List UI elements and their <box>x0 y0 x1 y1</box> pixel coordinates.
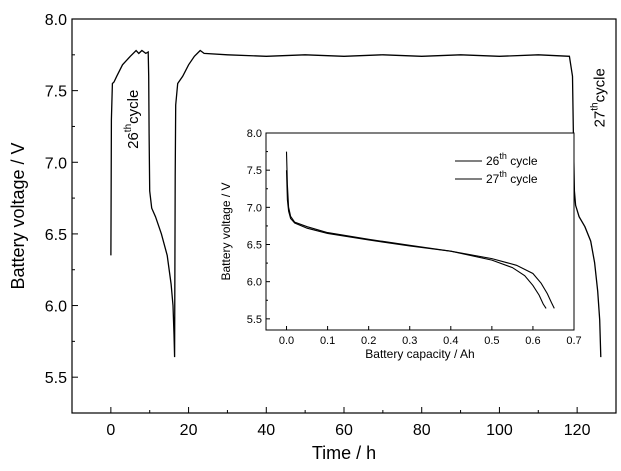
inset-x-tick-label: 0.1 <box>320 335 335 347</box>
cycle-annotation: 26thcycle <box>123 90 142 149</box>
main-y-tick-label: 6.5 <box>45 227 67 244</box>
main-y-tick-label: 6.0 <box>45 299 67 316</box>
inset-x-tick-label: 0.2 <box>361 335 376 347</box>
inset-x-axis-title: Battery capacity / Ah <box>365 347 474 361</box>
main-x-tick-label: 20 <box>180 422 198 439</box>
legend-label-text: cycle <box>507 154 538 168</box>
inset-x-tick-label: 0.5 <box>484 335 499 347</box>
legend-label-suffix: th <box>499 151 507 161</box>
cycle-annotation-suffix: th <box>589 102 600 110</box>
inset-y-tick-label: 7.5 <box>247 165 262 177</box>
legend-label: 26th cycle <box>486 151 538 168</box>
cycle-annotation-number: 26 <box>125 132 142 149</box>
inset-y-tick-label: 7.0 <box>247 202 262 214</box>
legend-label-suffix: th <box>499 169 507 179</box>
cycle-annotation-text: cycle <box>591 68 608 102</box>
cycle-annotation-number: 27 <box>591 111 608 128</box>
legend-label-number: 26 <box>486 154 500 168</box>
main-x-axis-title: Time / h <box>312 443 376 463</box>
main-y-tick-label: 5.5 <box>45 370 67 387</box>
inset-y-tick-label: 6.0 <box>247 277 262 289</box>
legend-label-number: 27 <box>486 172 500 186</box>
inset-y-tick-label: 8.0 <box>247 128 262 140</box>
main-x-tick-label: 60 <box>335 422 353 439</box>
inset-y-tick-label: 5.5 <box>247 314 262 326</box>
inset-x-tick-label: 0.7 <box>566 335 581 347</box>
cycle-annotation-text: cycle <box>125 90 142 124</box>
inset-plot-frame <box>265 132 575 331</box>
main-y-tick-label: 7.5 <box>45 84 67 101</box>
inset-x-tick-label: 0.3 <box>402 335 417 347</box>
legend-label: 27th cycle <box>486 169 538 186</box>
inset-y-axis-title: Battery voltage / V <box>219 182 233 280</box>
legend-label-text: cycle <box>507 172 538 186</box>
inset-x-tick-label: 0.4 <box>443 335 458 347</box>
inset-series-line <box>285 151 547 309</box>
main-y-axis-title: Battery voltage / V <box>8 142 28 289</box>
main-y-tick-label: 8.0 <box>45 12 67 29</box>
inset-y-tick-label: 6.5 <box>247 240 262 252</box>
inset-plot: 0.0 0.1 0.2 0.3 0.4 0.5 0.6 0.7 5.5 6.0 6.5 7.0 7.5 8… <box>219 128 582 361</box>
main-x-tick-label: 0 <box>106 422 115 439</box>
cycle-annotation-suffix: th <box>123 124 134 132</box>
main-x-tick-label: 120 <box>564 422 591 439</box>
cycle-annotation: 27thcycle <box>589 68 608 127</box>
inset-x-tick-label: 0.0 <box>279 335 294 347</box>
inset-x-tick-label: 0.6 <box>525 335 540 347</box>
main-x-tick-label: 100 <box>486 422 513 439</box>
inset-series-line <box>285 170 555 309</box>
main-plot: 0 20 40 60 80 100 120 5.5 6.0 6.5 7.0 7.5 8.0 Time / … <box>8 12 617 463</box>
main-x-tick-label: 80 <box>413 422 431 439</box>
main-y-tick-label: 7.0 <box>45 155 67 172</box>
main-x-tick-label: 40 <box>257 422 275 439</box>
